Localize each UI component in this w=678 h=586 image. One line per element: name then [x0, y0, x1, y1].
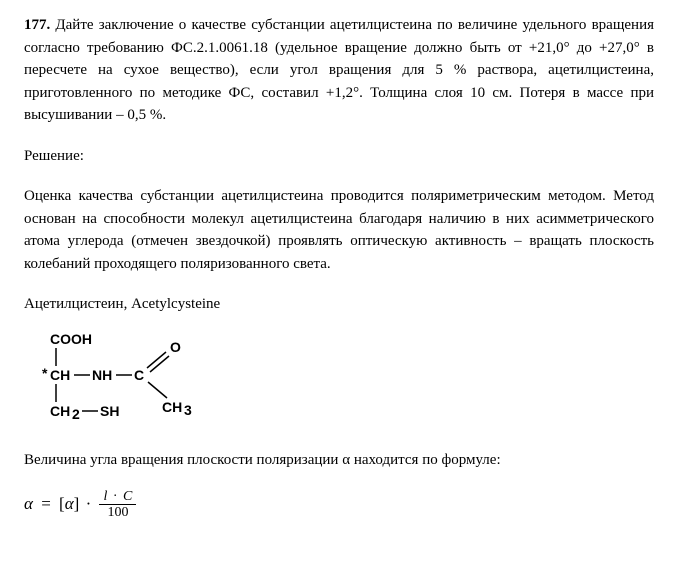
- structure-o: O: [170, 339, 181, 355]
- structure-cooh: COOH: [50, 331, 92, 347]
- structure-ch2-sub: 2: [72, 406, 80, 422]
- formula-numerator-C: C: [123, 489, 132, 504]
- formula-dot1: ·: [86, 494, 92, 513]
- structure-sh: SH: [100, 403, 119, 419]
- formula: α = [α] · l · C 100: [24, 489, 654, 521]
- formula-alpha-rhs: α: [65, 494, 74, 513]
- structure-ch2: CH: [50, 403, 70, 419]
- problem-text: Дайте заключение о качестве субстанции а…: [24, 17, 654, 123]
- structure-ch3-sub: 3: [184, 402, 192, 418]
- structure-c: C: [134, 367, 144, 383]
- compound-name: Ацетилцистеин, Acetylcysteine: [24, 293, 654, 316]
- formula-equals: =: [41, 494, 51, 513]
- formula-alpha-lhs: α: [24, 494, 33, 513]
- solution-label: Решение:: [24, 145, 654, 168]
- structure-nh: NH: [92, 367, 112, 383]
- formula-numerator-l: l: [103, 489, 107, 504]
- formula-intro: Величина угла вращения плоскости поляриз…: [24, 449, 654, 472]
- structure-star: *: [42, 365, 48, 381]
- problem-number: 177.: [24, 17, 50, 33]
- formula-bracket-close: ]: [74, 494, 80, 513]
- formula-fraction: l · C 100: [99, 489, 136, 521]
- chemical-structure: .chem-text { font-family: Arial, sans-se…: [32, 330, 654, 435]
- problem-paragraph: 177. Дайте заключение о качестве субстан…: [24, 14, 654, 127]
- formula-dot2: ·: [113, 489, 118, 504]
- formula-denominator: 100: [99, 505, 136, 520]
- solution-paragraph: Оценка качества субстанции ацетилцистеин…: [24, 185, 654, 275]
- structure-ch: CH: [50, 367, 70, 383]
- structure-ch3: CH: [162, 399, 182, 415]
